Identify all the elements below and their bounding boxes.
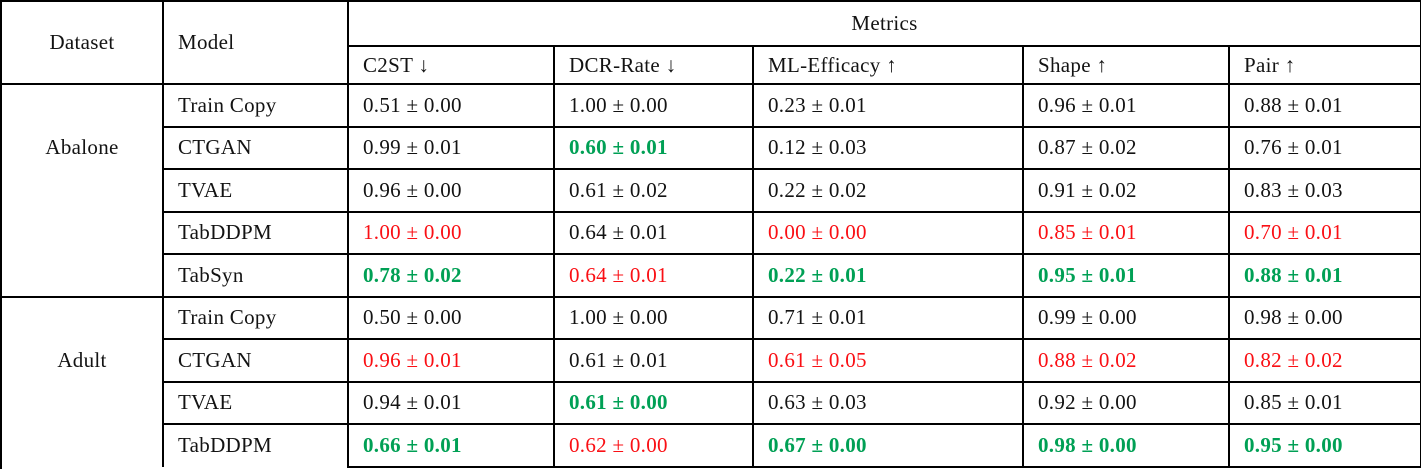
value-cell: 0.12 ± 0.03 bbox=[752, 125, 1024, 170]
value-cell: 1.00 ± 0.00 bbox=[553, 83, 754, 128]
value-cell: 0.51 ± 0.00 bbox=[347, 83, 555, 128]
value-cell: 0.22 ± 0.02 bbox=[752, 168, 1024, 213]
value-cell: 0.88 ± 0.01 bbox=[1227, 83, 1421, 128]
table-row: CTGAN 0.99 ± 0.01 0.60 ± 0.01 0.12 ± 0.03 0.… bbox=[2, 125, 1421, 170]
model-cell: TabSyn bbox=[162, 253, 349, 298]
value-cell: 0.88 ± 0.01 bbox=[1227, 253, 1421, 298]
header-row-columns: C2ST ↓ DCR-Rate ↓ ML-Efficacy ↑ Shape ↑ … bbox=[2, 45, 1421, 85]
value-cell: 0.82 ± 0.02 bbox=[1227, 338, 1421, 383]
value-cell: 0.98 ± 0.00 bbox=[1227, 295, 1421, 340]
value-cell: 0.61 ± 0.02 bbox=[553, 168, 754, 213]
value-cell: 0.96 ± 0.00 bbox=[347, 168, 555, 213]
value-cell: 0.22 ± 0.01 bbox=[752, 253, 1024, 298]
header-metrics-group: Metrics bbox=[346, 0, 1421, 47]
value-cell: 0.64 ± 0.01 bbox=[553, 210, 754, 255]
value-cell: 0.61 ± 0.00 bbox=[553, 380, 754, 425]
model-cell: TVAE bbox=[162, 168, 349, 213]
table-row: TabDDPM 0.66 ± 0.01 0.62 ± 0.00 0.67 ± 0.00… bbox=[2, 423, 1421, 468]
dataset-cell: Abalone bbox=[2, 83, 164, 298]
value-cell: 0.87 ± 0.02 bbox=[1022, 125, 1230, 170]
value-cell: 0.61 ± 0.05 bbox=[752, 338, 1024, 383]
header-col-pair: Pair ↑ bbox=[1227, 45, 1421, 85]
value-cell: 1.00 ± 0.00 bbox=[347, 210, 555, 255]
header-col-dcr-rate: DCR-Rate ↓ bbox=[553, 45, 754, 85]
model-cell: TabDDPM bbox=[162, 423, 349, 467]
table-row: CTGAN 0.96 ± 0.01 0.61 ± 0.01 0.61 ± 0.05 0.… bbox=[2, 338, 1421, 383]
value-cell: 0.60 ± 0.01 bbox=[553, 125, 754, 170]
value-cell: 0.00 ± 0.00 bbox=[752, 210, 1024, 255]
value-cell: 0.99 ± 0.00 bbox=[1022, 295, 1230, 340]
header-dataset: Dataset bbox=[2, 0, 164, 85]
model-cell: CTGAN bbox=[162, 125, 349, 170]
value-cell: 0.78 ± 0.02 bbox=[347, 253, 555, 298]
value-cell: 0.63 ± 0.03 bbox=[752, 380, 1024, 425]
header-col-ml-efficacy: ML-Efficacy ↑ bbox=[752, 45, 1024, 85]
value-cell: 0.95 ± 0.00 bbox=[1227, 423, 1421, 468]
value-cell: 0.85 ± 0.01 bbox=[1227, 380, 1421, 425]
value-cell: 0.23 ± 0.01 bbox=[752, 83, 1024, 128]
model-cell: CTGAN bbox=[162, 338, 349, 383]
header-model: Model bbox=[162, 0, 349, 85]
header-row-group: Dataset Model Metrics bbox=[2, 0, 1421, 85]
value-cell: 1.00 ± 0.00 bbox=[553, 295, 754, 340]
model-cell: Train Copy bbox=[162, 295, 349, 340]
table-row: TabSyn 0.78 ± 0.02 0.64 ± 0.01 0.22 ± 0.01 0… bbox=[2, 253, 1421, 298]
table-row: TabDDPM 1.00 ± 0.00 0.64 ± 0.01 0.00 ± 0.00… bbox=[2, 210, 1421, 255]
value-cell: 0.50 ± 0.00 bbox=[347, 295, 555, 340]
value-cell: 0.67 ± 0.00 bbox=[752, 423, 1024, 468]
value-cell: 0.66 ± 0.01 bbox=[347, 423, 555, 468]
value-cell: 0.61 ± 0.01 bbox=[553, 338, 754, 383]
value-cell: 0.96 ± 0.01 bbox=[347, 338, 555, 383]
value-cell: 0.71 ± 0.01 bbox=[752, 295, 1024, 340]
header-col-shape: Shape ↑ bbox=[1022, 45, 1230, 85]
table-row: Adult Train Copy 0.50 ± 0.00 1.00 ± 0.00 0.7… bbox=[2, 295, 1421, 467]
value-cell: 0.94 ± 0.01 bbox=[347, 380, 555, 425]
model-cell: TVAE bbox=[162, 380, 349, 425]
model-cell: Train Copy bbox=[162, 83, 349, 128]
value-cell: 0.98 ± 0.00 bbox=[1022, 423, 1230, 468]
value-cell: 0.70 ± 0.01 bbox=[1227, 210, 1421, 255]
value-cell: 0.85 ± 0.01 bbox=[1022, 210, 1230, 255]
value-cell: 0.83 ± 0.03 bbox=[1227, 168, 1421, 213]
value-cell: 0.99 ± 0.01 bbox=[347, 125, 555, 170]
value-cell: 0.76 ± 0.01 bbox=[1227, 125, 1421, 170]
model-cell: TabDDPM bbox=[162, 210, 349, 255]
table-row: TVAE 0.96 ± 0.00 0.61 ± 0.02 0.22 ± 0.02 0.9… bbox=[2, 168, 1421, 213]
table-body: Abalone Train Copy 0.51 ± 0.00 1.00 ± 0.00 0… bbox=[2, 83, 1421, 468]
value-cell: 0.92 ± 0.00 bbox=[1022, 380, 1230, 425]
value-cell: 0.96 ± 0.01 bbox=[1022, 83, 1230, 128]
table-row: Abalone Train Copy 0.51 ± 0.00 1.00 ± 0.00 0… bbox=[2, 83, 1421, 298]
value-cell: 0.91 ± 0.02 bbox=[1022, 168, 1230, 213]
dataset-cell: Adult bbox=[2, 295, 164, 467]
header-col-c2st: C2ST ↓ bbox=[347, 45, 555, 85]
value-cell: 0.95 ± 0.01 bbox=[1022, 253, 1230, 298]
table-row: TVAE 0.94 ± 0.01 0.61 ± 0.00 0.63 ± 0.03 0.9… bbox=[2, 380, 1421, 425]
value-cell: 0.62 ± 0.00 bbox=[553, 423, 754, 468]
value-cell: 0.88 ± 0.02 bbox=[1022, 338, 1230, 383]
value-cell: 0.64 ± 0.01 bbox=[553, 253, 754, 298]
